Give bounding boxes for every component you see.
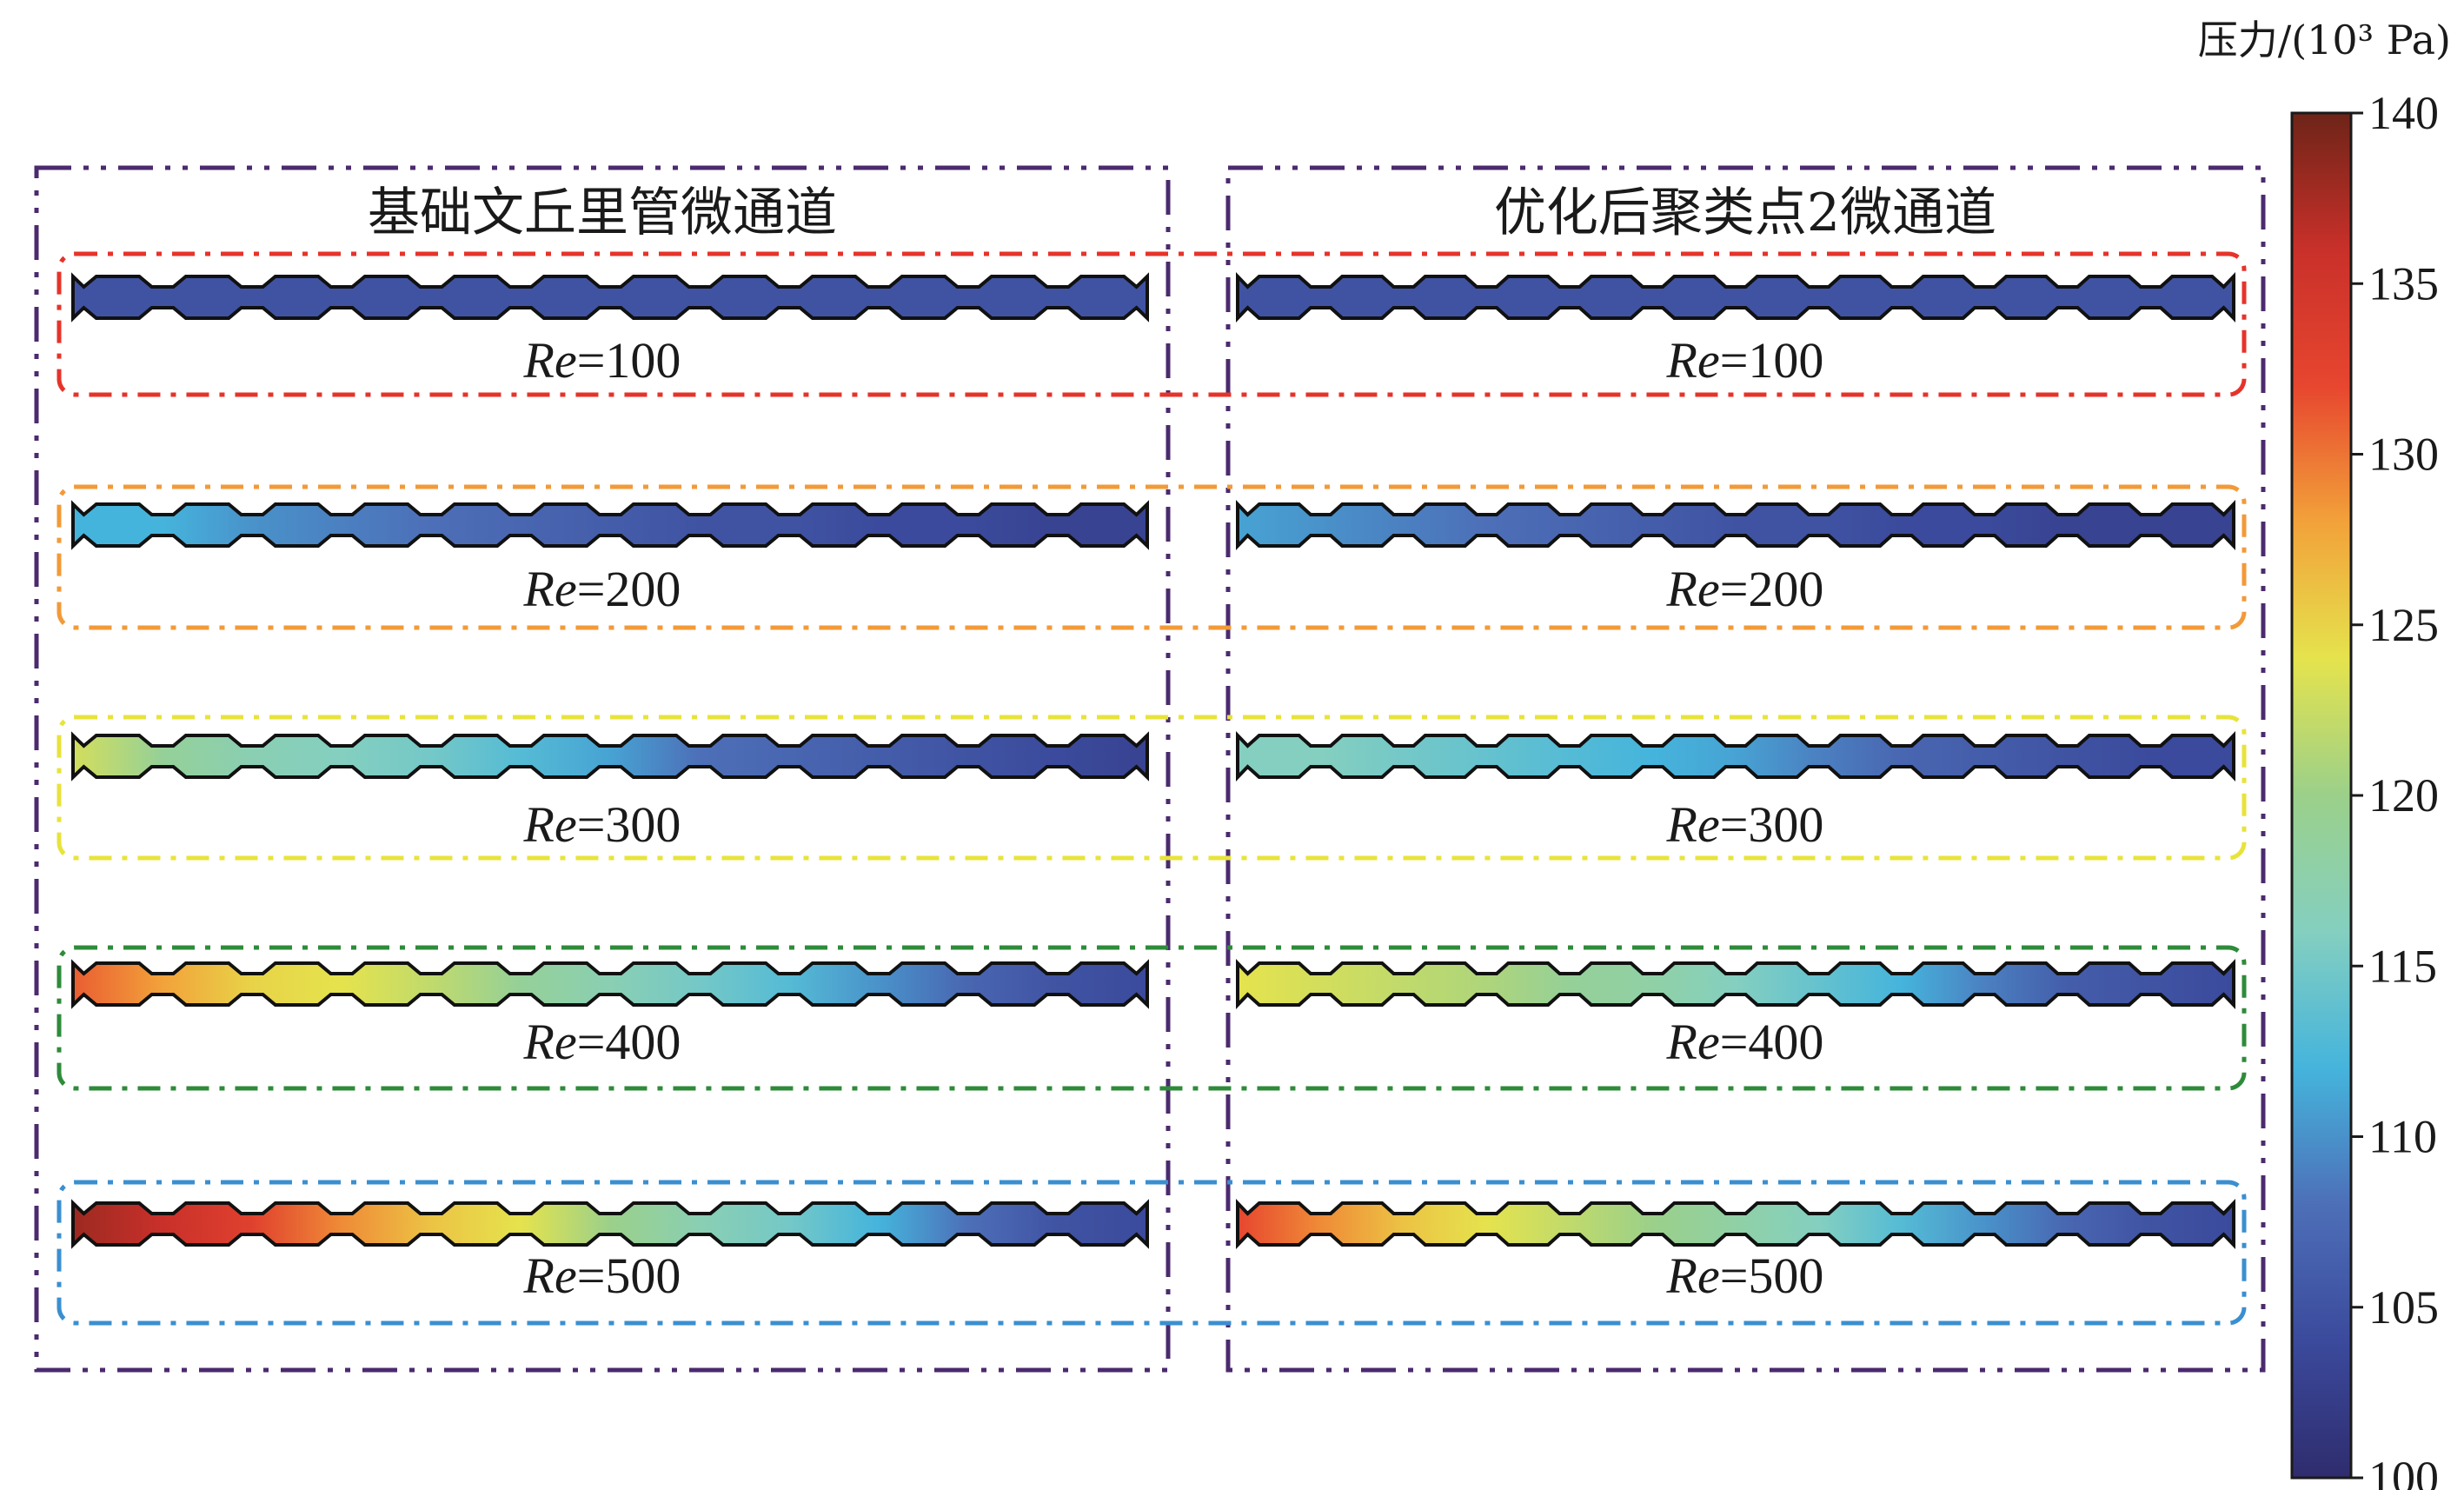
re-symbol: Re (523, 561, 577, 617)
optimized-channel-contour (1236, 272, 2235, 323)
optimized-channel-contour (1236, 731, 2235, 782)
baseline-re-label: Re=100 (523, 332, 681, 389)
colorbar-gradient (2290, 111, 2353, 1480)
row-re-300: Re=300 Re=300 (56, 715, 2247, 861)
re-value: =400 (1720, 1014, 1824, 1070)
re-value: =300 (1720, 796, 1824, 853)
colorbar-tick-label: 135 (2368, 257, 2439, 309)
colorbar-tick-label: 100 (2368, 1452, 2439, 1490)
colorbar-tick-label: 105 (2368, 1281, 2439, 1334)
optimized-re-label: Re=200 (1666, 561, 1824, 617)
row-frame (56, 1180, 2247, 1326)
baseline-channel-contour (71, 1199, 1149, 1249)
colorbar-tick-label: 110 (2368, 1111, 2437, 1163)
panel-frame-optimized (1225, 165, 2266, 1373)
optimized-channel-contour (1236, 1199, 2235, 1249)
re-value: =100 (577, 332, 681, 389)
re-value: =500 (1720, 1247, 1824, 1304)
baseline-channel-contour (71, 959, 1149, 1009)
baseline-re-label: Re=300 (523, 796, 681, 853)
re-value: =500 (577, 1247, 681, 1304)
re-symbol: Re (1666, 796, 1720, 853)
re-symbol: Re (1666, 1014, 1720, 1070)
baseline-channel-contour (71, 500, 1149, 550)
re-symbol: Re (523, 1014, 577, 1070)
row-re-100: Re=100 Re=100 (56, 251, 2247, 397)
re-value: =300 (577, 796, 681, 853)
colorbar-tick-label: 125 (2368, 599, 2439, 651)
re-symbol: Re (1666, 561, 1720, 617)
baseline-re-label: Re=400 (523, 1014, 681, 1070)
re-value: =100 (1720, 332, 1824, 389)
optimized-channel-contour (1236, 959, 2235, 1009)
colorbar-ticks: 140 135 130 125 120 115 110 105 100 (2351, 87, 2439, 1490)
re-symbol: Re (523, 332, 577, 389)
baseline-re-label: Re=500 (523, 1247, 681, 1304)
optimized-re-label: Re=100 (1666, 332, 1824, 389)
panel-title-optimized: 优化后聚类点2微通道 (1494, 183, 1996, 243)
optimized-re-label: Re=400 (1666, 1014, 1824, 1070)
colorbar-tick-label: 120 (2368, 769, 2439, 821)
row-frame (56, 715, 2247, 861)
colorbar: 140 135 130 125 120 115 110 105 100 压力/(10³ Pa) (2198, 17, 2451, 1490)
panel-title-baseline: 基础文丘里管微通道 (368, 183, 837, 243)
re-value: =200 (1720, 561, 1824, 617)
re-value: =400 (577, 1014, 681, 1070)
row-re-400: Re=400 Re=400 (56, 945, 2247, 1091)
colorbar-tick-label: 130 (2368, 429, 2439, 481)
row-re-500: Re=500 Re=500 (56, 1180, 2247, 1326)
panel-frame-baseline (34, 165, 1171, 1373)
baseline-re-label: Re=200 (523, 561, 681, 617)
row-frame (56, 484, 2247, 630)
baseline-channel-contour (71, 272, 1149, 323)
row-frame (56, 251, 2247, 397)
optimized-channel-contour (1236, 500, 2235, 550)
re-symbol: Re (1666, 332, 1720, 389)
colorbar-tick-label: 115 (2368, 940, 2437, 992)
re-symbol: Re (1666, 1247, 1720, 1304)
re-symbol: Re (523, 796, 577, 853)
colorbar-unit-label: 压力/(10³ Pa) (2198, 17, 2451, 63)
row-re-200: Re=200 Re=200 (56, 484, 2247, 630)
optimized-re-label: Re=500 (1666, 1247, 1824, 1304)
row-frame (56, 945, 2247, 1091)
colorbar-tick-label: 140 (2368, 87, 2439, 139)
re-symbol: Re (523, 1247, 577, 1304)
re-value: =200 (577, 561, 681, 617)
optimized-re-label: Re=300 (1666, 796, 1824, 853)
baseline-channel-contour (71, 731, 1149, 782)
